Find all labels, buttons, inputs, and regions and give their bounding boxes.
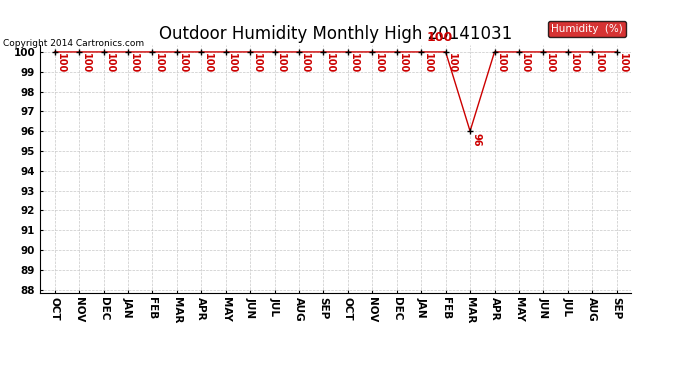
Text: 100: 100 — [447, 53, 457, 74]
Text: 100: 100 — [422, 53, 433, 74]
Text: 100: 100 — [300, 53, 310, 74]
Title: Outdoor Humidity Monthly High 20141031: Outdoor Humidity Monthly High 20141031 — [159, 26, 512, 44]
Text: 100: 100 — [325, 53, 335, 74]
Text: 96: 96 — [471, 132, 482, 146]
Text: 100: 100 — [496, 53, 506, 74]
Text: 100: 100 — [227, 53, 237, 74]
Text: 100: 100 — [252, 53, 262, 74]
Text: 100: 100 — [130, 53, 139, 74]
Text: 100: 100 — [427, 31, 453, 44]
Text: 100: 100 — [56, 53, 66, 74]
Text: 100: 100 — [203, 53, 213, 74]
Text: 100: 100 — [154, 53, 164, 74]
Legend: Humidity  (%): Humidity (%) — [548, 21, 626, 37]
Text: 100: 100 — [520, 53, 531, 74]
Text: 100: 100 — [178, 53, 188, 74]
Text: 100: 100 — [276, 53, 286, 74]
Text: 100: 100 — [349, 53, 359, 74]
Text: 100: 100 — [81, 53, 90, 74]
Text: 100: 100 — [618, 53, 628, 74]
Text: 100: 100 — [593, 53, 604, 74]
Text: 100: 100 — [569, 53, 579, 74]
Text: 100: 100 — [374, 53, 384, 74]
Text: Copyright 2014 Cartronics.com: Copyright 2014 Cartronics.com — [3, 39, 145, 48]
Text: 100: 100 — [105, 53, 115, 74]
Text: 100: 100 — [545, 53, 555, 74]
Text: 100: 100 — [398, 53, 408, 74]
